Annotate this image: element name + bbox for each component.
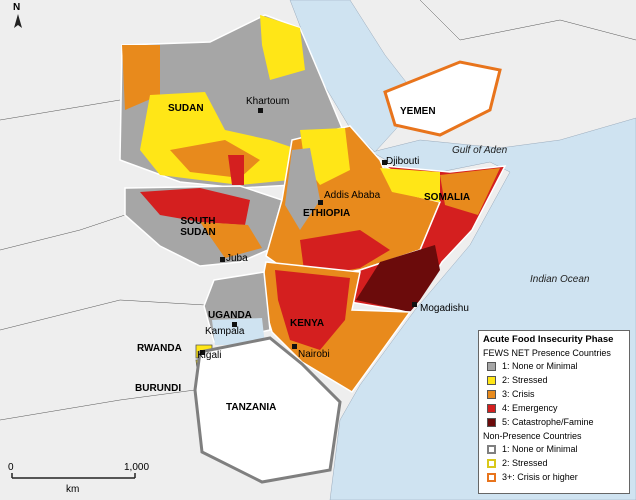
legend-item: 5: Catastrophe/Famine: [483, 415, 625, 429]
country-label: BURUNDI: [135, 383, 182, 394]
city-markers: [200, 108, 417, 355]
country-label: YEMEN: [400, 106, 436, 117]
country-label: SUDAN: [168, 103, 204, 114]
city-label: Addis Ababa: [324, 190, 381, 201]
legend-item: 1: None or Minimal: [483, 442, 625, 456]
legend-group: 1: None or Minimal 2: Stressed 3: Crisis 4:…: [483, 359, 625, 429]
country-label: RWANDA: [137, 343, 182, 354]
scale-bar: [11, 473, 136, 479]
legend-swatch: [487, 472, 496, 482]
country-label: ETHIOPIA: [303, 208, 351, 219]
water-label: Gulf of Aden: [452, 145, 508, 156]
south-sudan-emergency: [140, 188, 250, 225]
country-label: SOMALIA: [424, 192, 471, 203]
legend-item: 3+: Crisis or higher: [483, 470, 625, 484]
country-label: TANZANIA: [226, 402, 277, 413]
somalia-famine: [356, 245, 440, 312]
somalia-stressed: [380, 168, 440, 202]
scale-label: 1,000: [124, 462, 150, 473]
legend-item: 2: Stressed: [483, 456, 625, 470]
legend-swatch: [487, 403, 496, 413]
legend-swatch: [487, 444, 496, 454]
legend-label: 1: None or Minimal: [502, 444, 578, 454]
legend-item: 3: Crisis: [483, 387, 625, 401]
city-label: Juba: [226, 253, 248, 264]
legend-swatch: [487, 389, 496, 399]
country-label: SOUTH SUDAN: [180, 216, 216, 238]
legend-swatch: [487, 375, 496, 385]
legend-item: 1: None or Minimal: [483, 359, 625, 373]
ethiopia-minimal: [285, 148, 320, 230]
legend-label: 2: Stressed: [502, 375, 548, 385]
red-sea: [289, 0, 421, 153]
country-label: UGANDA: [208, 310, 252, 321]
legend-item: 4: Emergency: [483, 401, 625, 415]
legend-label: 2: Stressed: [502, 458, 548, 468]
legend-label: 4: Emergency: [502, 403, 558, 413]
legend: Acute Food Insecurity Phase FEWS NET Pre…: [478, 330, 630, 494]
borders: [0, 0, 636, 421]
ethiopia-emergency: [300, 230, 390, 278]
scale-unit: km: [66, 484, 80, 495]
legend-swatch: [487, 417, 496, 427]
yemen: [383, 60, 502, 137]
legend-item: 2: Stressed: [483, 373, 625, 387]
kenya-emergency: [275, 270, 350, 350]
tanzania: [193, 336, 342, 484]
legend-swatch: [487, 458, 496, 468]
north-arrow: [14, 14, 22, 28]
city-label: Mogadishu: [420, 303, 469, 314]
water-label: Indian Ocean: [530, 274, 590, 285]
scale-label: 0: [8, 462, 14, 473]
city-label: Kampala: [205, 326, 245, 337]
sudan-crisis: [122, 45, 160, 110]
legend-label: 1: None or Minimal: [502, 361, 578, 371]
legend-label: 3: Crisis: [502, 389, 535, 399]
south-sudan-emergency: [228, 155, 244, 185]
city-label: Nairobi: [298, 349, 330, 360]
legend-group: 1: None or Minimal 2: Stressed 3+: Crisis …: [483, 442, 625, 484]
legend-label: 3+: Crisis or higher: [502, 472, 578, 482]
somalia-crisis: [440, 168, 500, 215]
city-label: Kigali: [197, 350, 222, 361]
country-label: KENYA: [290, 318, 325, 329]
north-label: N: [13, 2, 21, 13]
sudan-stressed: [140, 92, 300, 185]
legend-heading: Non-Presence Countries: [483, 431, 582, 441]
lake-victoria: [212, 318, 265, 345]
legend-swatch: [487, 361, 496, 371]
legend-heading: FEWS NET Presence Countries: [483, 348, 611, 358]
sudan-stressed: [260, 15, 305, 80]
legend-label: 5: Catastrophe/Famine: [502, 417, 594, 427]
city-label: Djibouti: [386, 156, 420, 167]
legend-title: Acute Food Insecurity Phase: [483, 334, 614, 345]
south-sudan-crisis: [200, 222, 262, 258]
city-label: Khartoum: [246, 96, 290, 107]
